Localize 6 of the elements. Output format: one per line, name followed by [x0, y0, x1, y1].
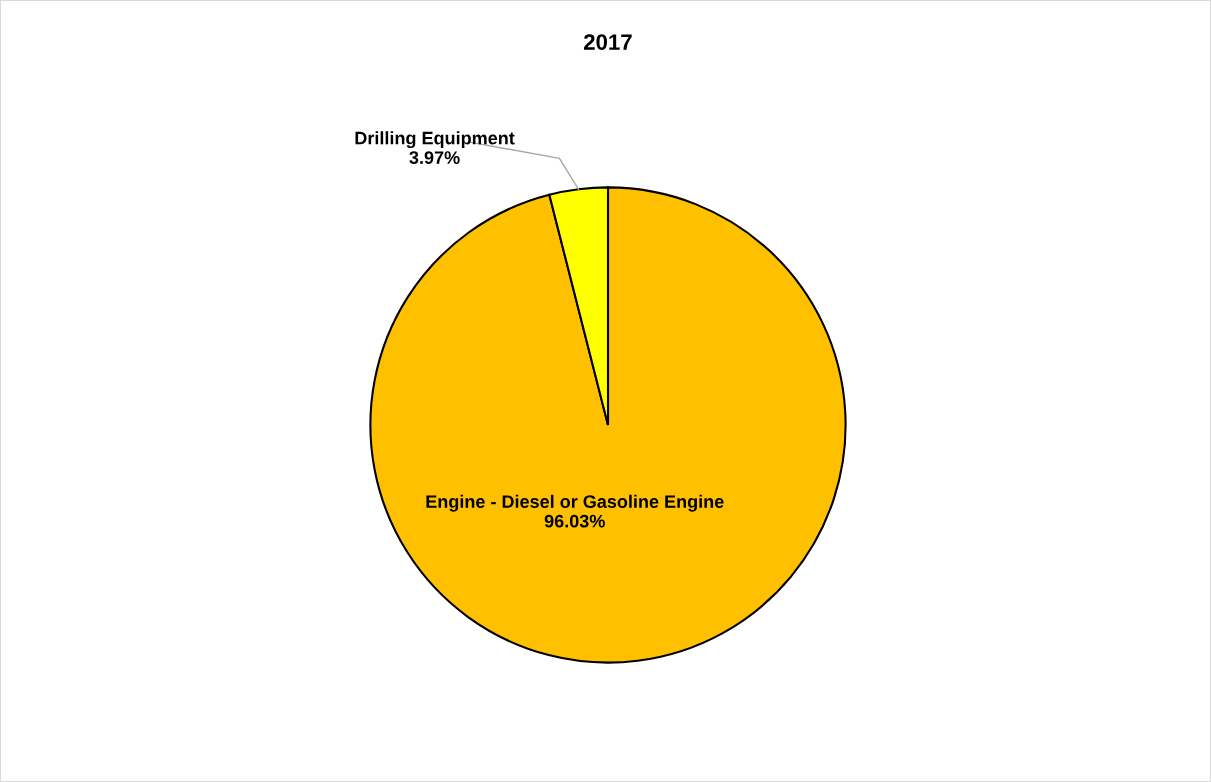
chart-title: 2017: [583, 34, 632, 50]
pie-slice: [369, 186, 847, 664]
slice-label: Engine - Diesel or Gasoline Engine: [426, 494, 724, 512]
data-label: 3.97%: [409, 151, 460, 165]
slice-label: Drilling Equipment: [355, 131, 515, 149]
data-label: 96.03%: [544, 514, 605, 528]
